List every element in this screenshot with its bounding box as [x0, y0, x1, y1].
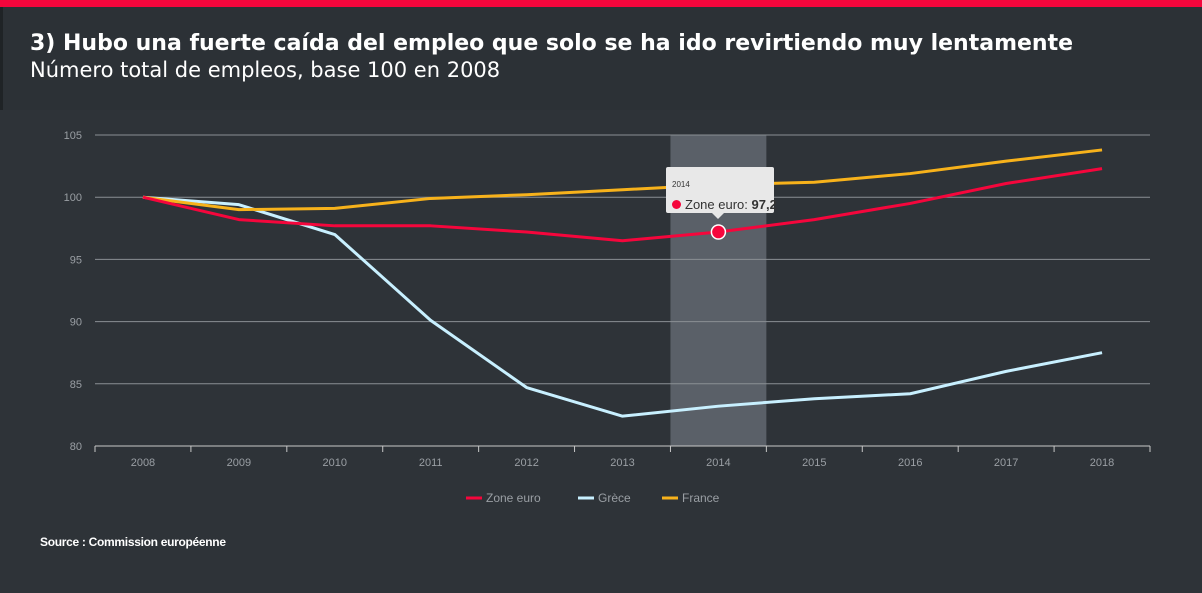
y-tick-label: 100 — [64, 192, 82, 204]
x-tick-label: 2017 — [994, 457, 1018, 469]
x-tick-label: 2010 — [323, 457, 347, 469]
y-tick-label: 80 — [70, 441, 82, 453]
header — [0, 7, 1202, 110]
x-tick-label: 2011 — [419, 457, 443, 469]
tooltip-year: 2014 — [672, 180, 690, 189]
x-tick-label: 2013 — [610, 457, 634, 469]
tooltip: 2014 Zone euro: 97,2 — [666, 167, 777, 219]
x-tick-label: 2014 — [706, 457, 730, 469]
y-tick-label: 90 — [70, 317, 82, 329]
x-tick-label: 2008 — [131, 457, 155, 469]
page-title: 3) Hubo una fuerte caída del empleo que … — [30, 31, 1074, 56]
tooltip-series: Zone euro: — [685, 197, 752, 212]
series-line-France — [142, 148, 1103, 212]
tooltip-row: Zone euro: 97,2 — [672, 197, 777, 212]
legend-label: Zone euro — [486, 491, 541, 505]
y-tick-label: 105 — [64, 130, 82, 142]
x-tick-label: 2018 — [1090, 457, 1114, 469]
page-subtitle: Número total de empleos, base 100 en 200… — [30, 58, 501, 82]
y-tick-label: 85 — [70, 379, 82, 391]
x-tick-label: 2016 — [898, 457, 922, 469]
x-tick-label: 2015 — [802, 457, 826, 469]
legend-label: France — [682, 491, 720, 505]
series-line-Zone euro — [142, 167, 1103, 243]
x-tick-label: 2009 — [227, 457, 251, 469]
legend-label: Grèce — [598, 491, 631, 505]
top-accent-bar — [0, 0, 1202, 7]
y-tick-label: 95 — [70, 254, 82, 266]
tooltip-dot-icon — [672, 200, 681, 209]
source-note: Source : Commission européenne — [40, 535, 226, 549]
tooltip-value: 97,2 — [751, 197, 777, 212]
x-tick-label: 2012 — [514, 457, 538, 469]
highlighted-point — [710, 224, 727, 240]
